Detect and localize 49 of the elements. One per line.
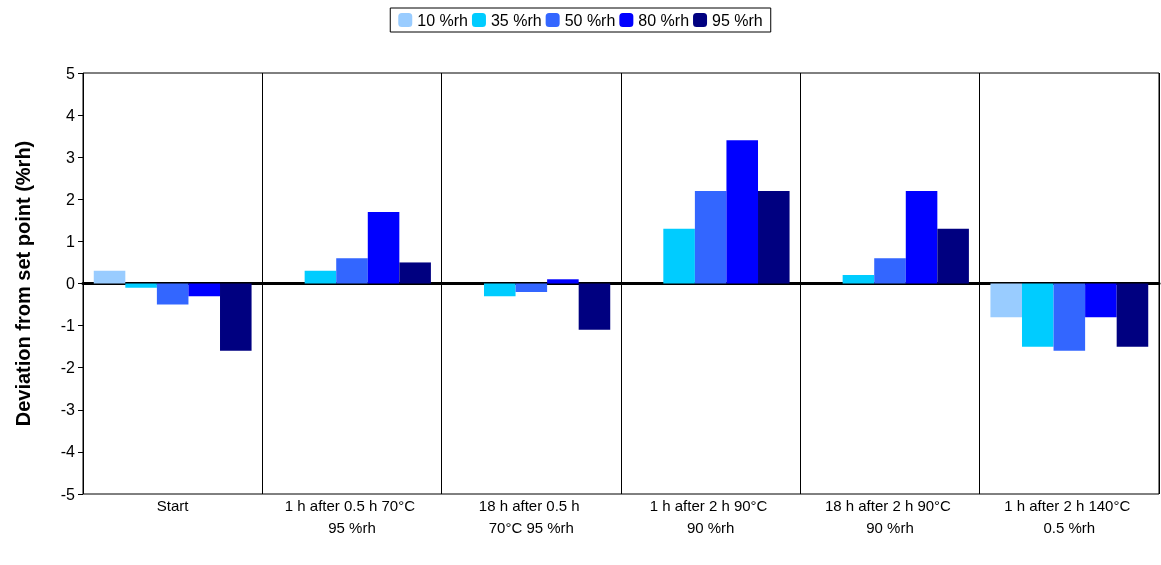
x-tick-label: 18 h after 0.5 h 70°C 95 %rh [478,496,584,536]
y-tick-label: -2 [60,359,76,377]
y-tick-label: 3 [66,148,76,166]
legend-label: 10 %rh [417,11,468,29]
y-tick-label: 2 [66,190,76,208]
x-tick-label: 1 h after 0.5 h 70°C 95 %rh [284,496,420,536]
bar [694,190,727,284]
bar [188,283,221,297]
x-tick-label: 18 h after 2 h 90°C 90 %rh [824,496,956,536]
bar [758,190,790,284]
bar [304,270,337,284]
y-tick-label: -3 [60,401,76,419]
bar [726,140,759,284]
bar [220,283,252,351]
bar [663,228,695,284]
bar [93,270,126,284]
bar [547,279,579,284]
legend-label: 50 %rh [564,11,616,29]
y-tick-label: -4 [60,443,76,461]
bar [990,283,1022,318]
bar [336,258,368,284]
bar [1116,283,1149,347]
y-axis-title: Deviation from set point (%rh) [12,140,34,427]
bar [367,211,400,284]
x-tick-label: Start [156,496,190,514]
legend-label: 35 %rh [490,11,542,29]
y-tick-label: -1 [60,317,76,335]
bar [578,283,611,330]
bar [874,258,906,284]
bar [156,283,189,305]
bar [905,190,938,284]
x-tick-label: 1 h after 2 h 140°C 0.5 %rh [1004,496,1135,536]
bar [515,283,548,292]
bar [1053,283,1086,351]
y-tick-label: 5 [66,64,76,82]
x-tick-label: 1 h after 2 h 90°C 90 %rh [649,496,772,536]
bar [842,275,875,284]
bar [1021,283,1054,347]
bar [1085,283,1117,318]
bar [937,228,969,284]
legend-label: 95 %rh [712,11,763,29]
bar [399,262,431,284]
legend-label: 80 %rh [638,11,690,29]
y-tick-label: 0 [66,275,76,292]
y-tick-label: 4 [66,106,76,124]
bar [125,283,157,288]
y-tick-label: -5 [60,485,76,503]
bar [483,283,516,297]
y-tick-label: 1 [66,232,76,250]
